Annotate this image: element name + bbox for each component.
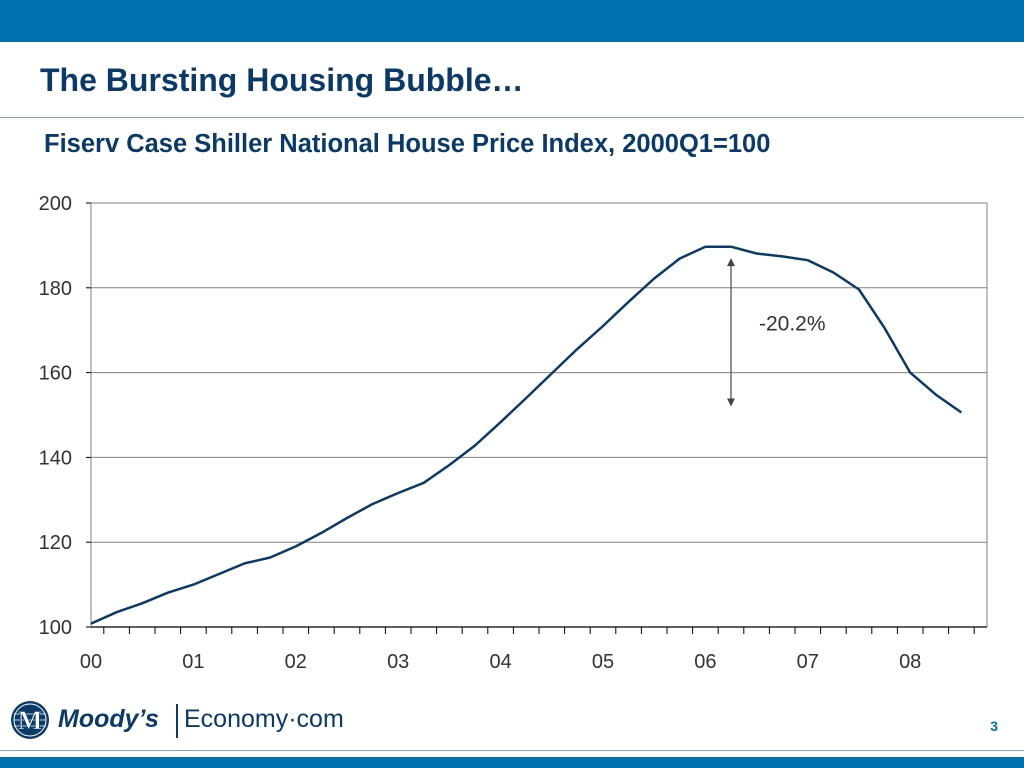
line-chart: 100 120 140 160 180 200 00 01 02 03 04 05 06 07 08 -20.… (39, 193, 988, 673)
y-tick-label: 180 (39, 278, 72, 300)
annotation-arrowhead-bottom (727, 398, 735, 407)
x-tick-label: 08 (899, 651, 921, 673)
y-tick-label: 200 (39, 193, 72, 215)
x-tick-label: 01 (182, 651, 204, 673)
logo-product-text: Economy·com (184, 705, 344, 733)
logo-brand-text: Moody’s (58, 705, 159, 733)
moodys-emblem-icon: M (11, 701, 49, 739)
x-tick-label: 02 (285, 651, 307, 673)
logo-separator (176, 704, 178, 738)
footer-divider (0, 750, 1024, 751)
annotation-label: -20.2% (759, 312, 826, 335)
slide-title: The Bursting Housing Bubble… (40, 62, 524, 98)
y-tick-label: 160 (39, 363, 72, 385)
title-divider (0, 117, 1024, 118)
y-tick-label: 100 (39, 617, 72, 639)
series-line (90, 245, 963, 625)
x-tick-label: 06 (694, 651, 716, 673)
x-tick-label: 07 (797, 651, 819, 673)
x-tick-label: 04 (489, 651, 511, 673)
page-number: 3 (990, 718, 998, 734)
y-tick-label: 120 (39, 532, 72, 554)
x-tick-label: 03 (387, 651, 409, 673)
x-tick-label: 00 (80, 651, 102, 673)
y-tick-label: 140 (39, 447, 72, 469)
annotation-arrowhead-top (727, 258, 735, 267)
svg-text:M: M (18, 706, 43, 735)
x-tick-label: 05 (592, 651, 614, 673)
chart-title: Fiserv Case Shiller National House Price… (44, 130, 771, 158)
header-bar (0, 0, 1024, 42)
moodys-economy-logo: M Moody’s Economy·com (10, 700, 390, 742)
footer-bar (0, 757, 1024, 768)
